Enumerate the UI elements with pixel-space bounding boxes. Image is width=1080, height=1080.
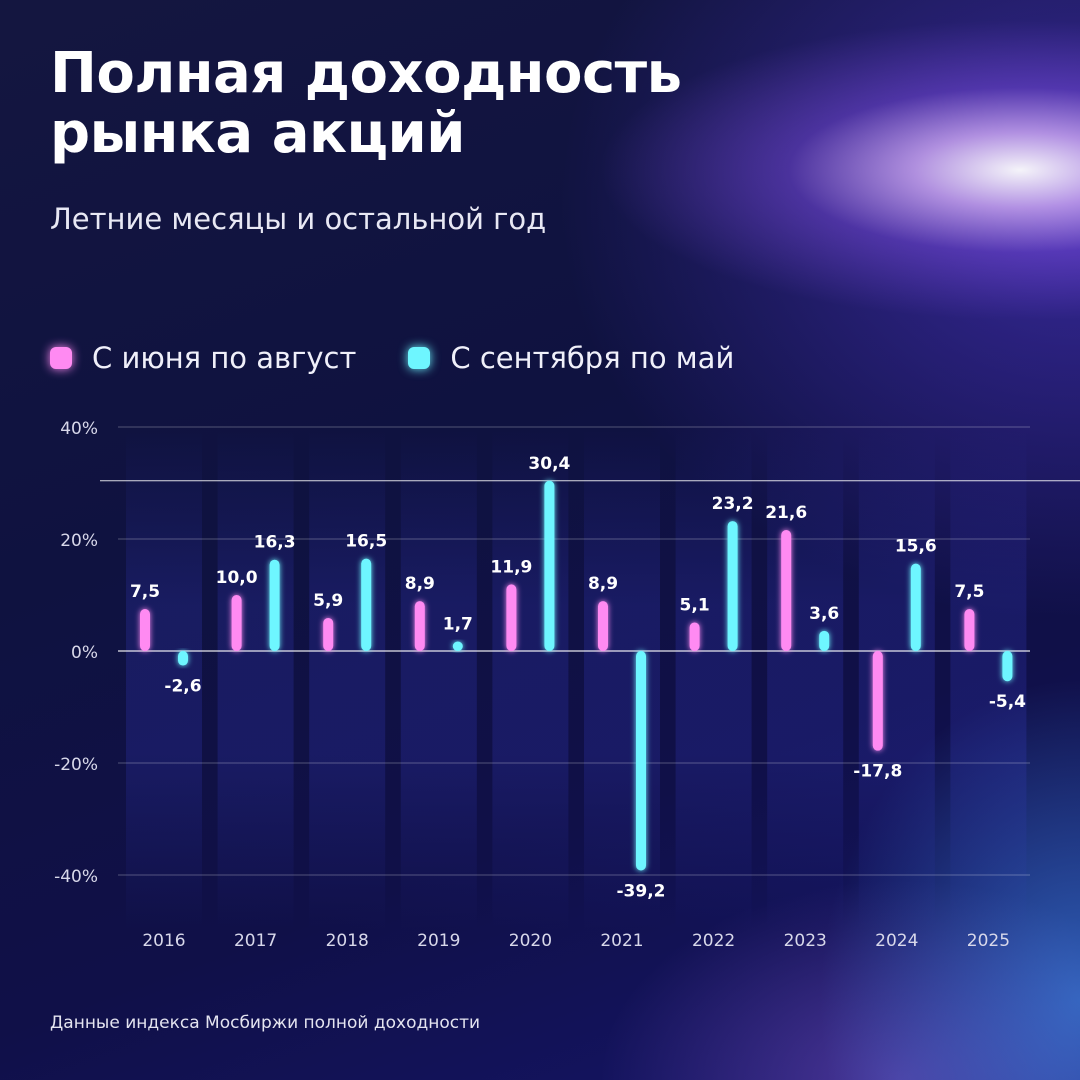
x-tick-label: 2016 bbox=[142, 931, 185, 951]
bar-summer bbox=[781, 530, 792, 651]
column-glow bbox=[400, 430, 477, 930]
x-tick-label: 2023 bbox=[784, 931, 827, 951]
source-footnote: Данные индекса Мосбиржи полной доходност… bbox=[50, 1013, 481, 1033]
chart-title: Полная доходность рынка акций bbox=[50, 41, 682, 166]
bar-chart: 40% 20% 0% -20% -40% 2016 2017 2018 2019 2020 202… bbox=[54, 419, 1080, 951]
bar-summer bbox=[140, 609, 150, 651]
bar-summer bbox=[598, 601, 608, 651]
x-tick-label: 2019 bbox=[417, 931, 460, 951]
data-label-summer: -17,8 bbox=[853, 762, 902, 782]
data-label-rest-of-year: 1,7 bbox=[443, 614, 473, 634]
data-label-summer: 5,9 bbox=[313, 591, 343, 611]
data-label-summer: 7,5 bbox=[130, 582, 160, 602]
column-glow bbox=[217, 430, 294, 930]
bar-summer bbox=[506, 584, 517, 651]
bar-rest-of-year bbox=[178, 651, 188, 666]
bar-summer bbox=[964, 609, 975, 651]
bar-summer bbox=[689, 622, 700, 651]
column-glow bbox=[675, 430, 752, 930]
column-glow bbox=[492, 430, 569, 930]
legend-label-summer: С июня по август bbox=[92, 341, 357, 375]
x-tick-label: 2021 bbox=[600, 931, 643, 951]
bar-rest-of-year bbox=[452, 641, 463, 651]
x-tick-label: 2024 bbox=[875, 931, 918, 951]
data-label-summer: 11,9 bbox=[490, 557, 532, 577]
data-label-rest-of-year: 23,2 bbox=[712, 494, 754, 514]
column-glow bbox=[309, 430, 386, 930]
x-tick-label: 2020 bbox=[509, 931, 552, 951]
legend-item-rest-of-year: С сентября по май bbox=[408, 341, 734, 375]
legend-label-rest-of-year: С сентября по май bbox=[450, 341, 735, 375]
x-tick-label: 2025 bbox=[967, 931, 1010, 951]
bar-summer bbox=[414, 601, 425, 651]
y-tick-label: 40% bbox=[60, 419, 98, 439]
data-label-rest-of-year: 16,3 bbox=[254, 533, 296, 553]
column-glow bbox=[950, 430, 1027, 930]
data-label-summer: 10,0 bbox=[216, 568, 258, 588]
column-glow bbox=[584, 430, 660, 930]
bar-rest-of-year bbox=[727, 521, 738, 651]
y-tick-label: -20% bbox=[54, 755, 98, 775]
y-tick-label: 0% bbox=[71, 643, 98, 663]
x-tick-label: 2022 bbox=[692, 931, 735, 951]
x-tick-label: 2017 bbox=[234, 931, 277, 951]
y-tick-label: -40% bbox=[54, 867, 98, 887]
data-label-rest-of-year: 3,6 bbox=[809, 604, 839, 624]
data-label-summer: 7,5 bbox=[954, 582, 984, 602]
column-glow bbox=[126, 430, 202, 930]
column-glow bbox=[767, 430, 844, 930]
data-label-rest-of-year: -5,4 bbox=[989, 692, 1026, 712]
data-label-summer: 8,9 bbox=[588, 574, 618, 594]
bar-summer bbox=[323, 617, 334, 651]
legend-item-summer: С июня по август bbox=[50, 341, 356, 375]
legend-swatch-rest-of-year bbox=[408, 347, 431, 369]
data-label-summer: 5,1 bbox=[680, 595, 710, 615]
bar-rest-of-year bbox=[544, 480, 555, 651]
data-label-rest-of-year: 15,6 bbox=[895, 537, 937, 557]
bar-summer bbox=[231, 595, 242, 651]
data-label-rest-of-year: 30,4 bbox=[528, 454, 570, 474]
data-label-rest-of-year: 16,5 bbox=[345, 532, 387, 552]
bar-rest-of-year bbox=[1002, 651, 1013, 682]
legend-swatch-summer bbox=[50, 347, 72, 369]
data-label-summer: 21,6 bbox=[765, 503, 807, 523]
bar-summer bbox=[872, 651, 883, 751]
legend: С июня по август С сентября по май bbox=[50, 338, 734, 378]
bar-rest-of-year bbox=[269, 559, 280, 651]
data-label-summer: 8,9 bbox=[405, 574, 435, 594]
column-glow bbox=[858, 430, 935, 930]
data-label-rest-of-year: -2,6 bbox=[164, 677, 201, 697]
chart-subtitle: Летние месяцы и остальной год bbox=[50, 202, 547, 236]
x-tick-label: 2018 bbox=[326, 931, 369, 951]
bar-rest-of-year bbox=[636, 651, 646, 871]
bar-rest-of-year bbox=[819, 630, 830, 651]
data-label-rest-of-year: -39,2 bbox=[617, 882, 666, 902]
y-tick-label: 20% bbox=[60, 531, 98, 551]
bar-rest-of-year bbox=[910, 563, 921, 651]
bar-rest-of-year bbox=[361, 558, 372, 651]
